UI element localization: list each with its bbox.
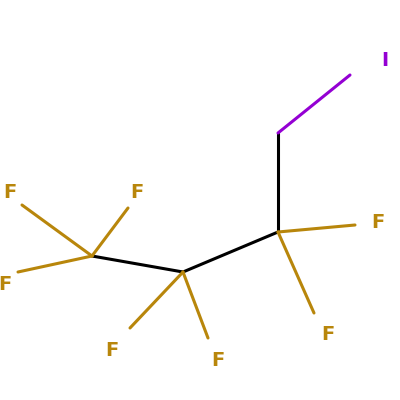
Text: F: F [321, 326, 335, 344]
Text: F: F [105, 340, 119, 360]
Text: F: F [211, 350, 225, 370]
Text: F: F [130, 184, 144, 202]
Text: I: I [382, 50, 388, 70]
Text: F: F [3, 182, 17, 202]
Text: F: F [0, 276, 12, 294]
Text: F: F [371, 212, 385, 232]
